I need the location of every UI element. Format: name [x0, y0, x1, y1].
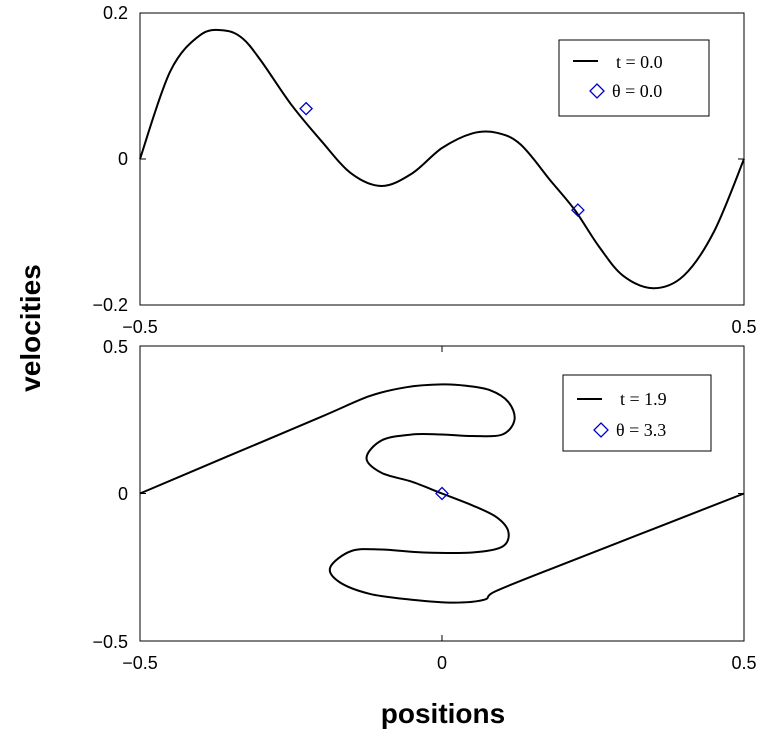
- top-panel: 0.2 0 −0.2 −0.5 0.5 t = 0.0 θ = 0.0: [92, 3, 756, 337]
- top-legend-box: [558, 39, 710, 117]
- top-y-tick-label: 0: [118, 149, 128, 169]
- bottom-x-tick-label: −0.5: [122, 653, 158, 673]
- top-legend: t = 0.0 θ = 0.0: [558, 39, 710, 117]
- bottom-x-tick-label: 0: [437, 653, 447, 673]
- bottom-series-line: [139, 383, 745, 604]
- top-series-markers: [299, 101, 585, 218]
- bottom-panel: 0.5 0 −0.5 −0.5 0 0.5 t = 1.9 θ = 3.3: [92, 337, 756, 673]
- top-y-tick-label: 0.2: [103, 3, 128, 23]
- bottom-legend-label-line: t = 1.9: [620, 389, 667, 409]
- bottom-legend-box: [562, 374, 712, 452]
- bottom-legend-diamond-icon: [593, 422, 609, 438]
- x-axis-label: positions: [381, 698, 505, 729]
- bottom-y-tick-label: 0.5: [103, 337, 128, 357]
- top-x-tick-label: −0.5: [122, 317, 158, 337]
- top-y-tick-label: −0.2: [92, 295, 128, 315]
- bottom-y-tick-label: −0.5: [92, 632, 128, 652]
- diamond-marker: [435, 486, 449, 501]
- bottom-x-tick-label: 0.5: [731, 653, 756, 673]
- bottom-legend: t = 1.9 θ = 3.3: [562, 374, 712, 452]
- bottom-series-markers: [435, 486, 449, 501]
- bottom-y-tick-label: 0: [118, 484, 128, 504]
- top-legend-label-marker: θ = 0.0: [612, 81, 662, 101]
- top-x-tick-label: 0.5: [731, 317, 756, 337]
- top-legend-diamond-icon: [589, 83, 605, 99]
- bottom-legend-label-marker: θ = 3.3: [616, 420, 666, 440]
- diamond-marker: [570, 203, 585, 218]
- top-series-line: [139, 28, 745, 290]
- top-legend-label-line: t = 0.0: [616, 52, 663, 72]
- diamond-marker: [299, 101, 314, 116]
- y-axis-label: velocities: [15, 264, 46, 392]
